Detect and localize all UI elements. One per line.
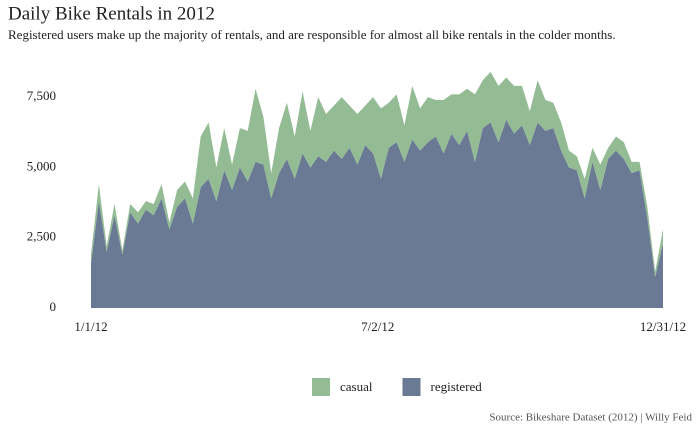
chart-title: Daily Bike Rentals in 2012 xyxy=(8,3,215,24)
x-tick-label: 1/1/12 xyxy=(74,319,107,334)
area-registered xyxy=(91,119,663,309)
x-tick-label: 12/31/12 xyxy=(640,319,686,334)
legend-label: casual xyxy=(340,379,373,394)
legend-swatch xyxy=(402,378,421,396)
y-tick-label: 2,500 xyxy=(27,229,56,244)
y-tick-label: 7,500 xyxy=(27,88,56,103)
source-note: Source: Bikeshare Dataset (2012) | Willy… xyxy=(489,412,692,424)
y-tick-label: 5,000 xyxy=(27,158,56,173)
chart-subtitle: Registered users make up the majority of… xyxy=(8,27,616,42)
legend-swatch xyxy=(312,378,330,396)
x-tick-label: 7/2/12 xyxy=(361,319,394,334)
area-casual xyxy=(91,71,663,278)
y-tick-label: 0 xyxy=(50,299,57,314)
legend-label: registered xyxy=(430,379,482,394)
